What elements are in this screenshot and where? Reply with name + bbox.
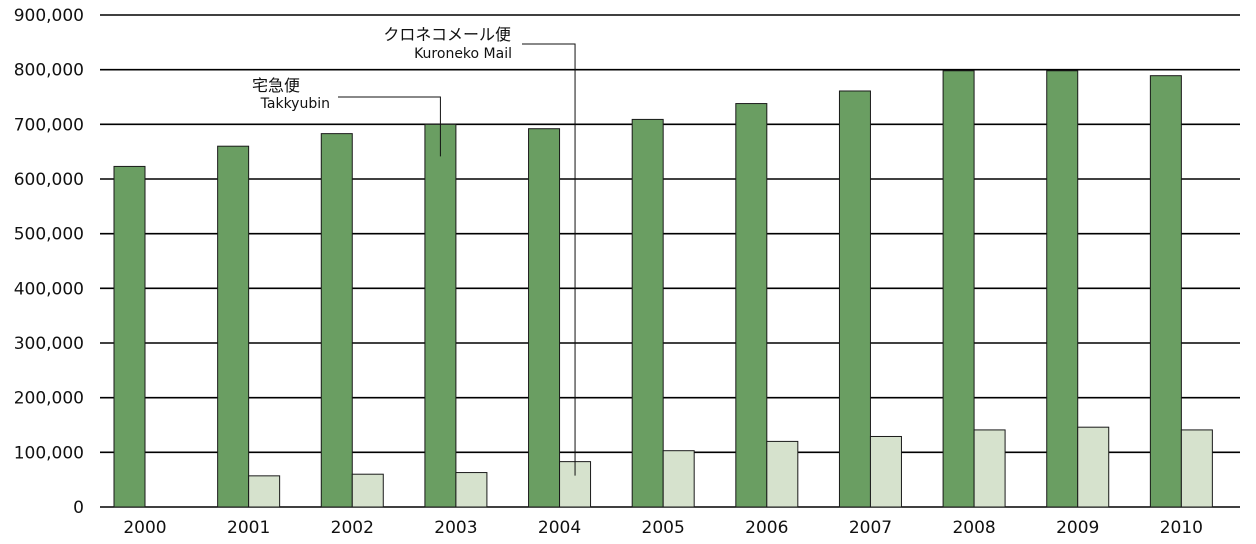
gridlines — [100, 14, 1240, 508]
x-tick-label: 2010 — [1160, 518, 1203, 538]
y-tick-label: 500,000 — [14, 225, 84, 245]
x-tick-label: 2000 — [123, 518, 166, 538]
y-tick-label: 400,000 — [14, 279, 84, 299]
takkyubin-bar-2003 — [424, 123, 457, 508]
takkyubin-bar-2004 — [528, 128, 561, 508]
takkyubin-bar-2006 — [735, 103, 768, 508]
takkyubin-bar-2002 — [320, 133, 353, 508]
kuroneko-mail-bar-2002 — [351, 473, 384, 508]
y-tick-label: 700,000 — [14, 115, 84, 135]
y-tick-label: 0 — [73, 498, 84, 518]
y-tick-label: 900,000 — [14, 6, 84, 26]
y-tick-label: 600,000 — [14, 170, 84, 190]
takkyubin-bar-2001 — [217, 145, 250, 508]
y-tick-label: 200,000 — [14, 389, 84, 409]
takkyubin-bar-2005 — [631, 118, 664, 508]
takkyubin-bar-2008 — [942, 70, 975, 508]
kuroneko-mail-label-en: Kuroneko Mail — [414, 46, 512, 62]
annotations: 宅急便 Takkyubin クロネコメール便 Kuroneko Mail — [252, 25, 576, 476]
x-tick-label: 2007 — [849, 518, 892, 538]
x-tick-label: 2009 — [1056, 518, 1099, 538]
bars — [113, 70, 1213, 508]
kuroneko-mail-bar-2006 — [766, 440, 799, 508]
x-axis-ticks: 2000 2001 2002 2003 2004 2005 2006 2007 2008 2009… — [123, 518, 1203, 538]
takkyubin-bar-2010 — [1149, 75, 1182, 508]
x-tick-label: 2001 — [227, 518, 270, 538]
x-tick-label: 2005 — [642, 518, 685, 538]
y-tick-label: 300,000 — [14, 334, 84, 354]
takkyubin-leader-line — [338, 96, 441, 157]
x-tick-label: 2006 — [745, 518, 788, 538]
kuroneko-mail-bar-2008 — [973, 429, 1006, 508]
takkyubin-label-jp: 宅急便 — [252, 76, 300, 95]
x-tick-label: 2002 — [331, 518, 374, 538]
takkyubin-bar-2007 — [838, 90, 871, 508]
kuroneko-mail-bar-2003 — [455, 472, 488, 508]
kuroneko-mail-bar-2009 — [1077, 426, 1110, 508]
kuroneko-mail-bar-2005 — [662, 450, 695, 508]
y-axis-ticks: 0 100,000 200,000 300,000 400,000 500,000 600,… — [14, 6, 84, 518]
kuroneko-mail-bar-2001 — [248, 475, 281, 508]
kuroneko-mail-leader-line — [522, 43, 576, 476]
x-tick-label: 2003 — [434, 518, 477, 538]
takkyubin-label-en: Takkyubin — [260, 96, 330, 112]
y-tick-label: 100,000 — [14, 443, 84, 463]
y-tick-label: 800,000 — [14, 61, 84, 81]
takkyubin-bar-2000 — [113, 165, 146, 508]
takkyubin-bar-2009 — [1046, 70, 1079, 508]
kuroneko-mail-label-jp: クロネコメール便 — [383, 25, 511, 44]
x-tick-label: 2008 — [952, 518, 995, 538]
kuroneko-mail-bar-2010 — [1180, 429, 1213, 508]
kuroneko-mail-bar-2007 — [869, 435, 902, 508]
x-tick-label: 2004 — [538, 518, 581, 538]
